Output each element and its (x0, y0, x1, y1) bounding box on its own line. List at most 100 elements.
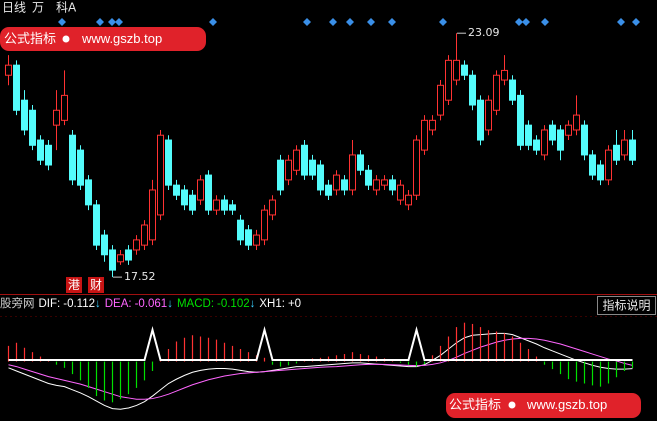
candle-body (77, 149, 84, 186)
indicator-readout: 股旁网 DIF: -0.112↓ DEA: -0.061↓ MACD: -0.102↓ XH1… (0, 296, 301, 310)
readout-value: +0 (288, 298, 301, 310)
candle-body (613, 144, 620, 161)
badge-box (88, 277, 104, 293)
indicator-help-button[interactable] (597, 296, 656, 315)
watermark: 公式指标 www.gszb.top (0, 27, 206, 51)
watermark-dot (62, 35, 70, 43)
readout-name: DEA: (105, 298, 132, 310)
watermark-url: www.gszb.top (526, 397, 607, 412)
candle-body (85, 179, 92, 206)
candle-body (413, 139, 420, 196)
candle-body (149, 189, 156, 241)
candle-body (485, 99, 492, 131)
signal-diamond (515, 18, 523, 26)
candle-body (213, 199, 220, 211)
candle-body (533, 139, 540, 151)
candle-body (221, 199, 228, 211)
watermark-label: 公式指标 (449, 398, 501, 413)
candle-body (493, 74, 500, 111)
candle-body (581, 124, 588, 156)
low-label: 17.52 (124, 270, 156, 283)
candle-body (349, 154, 356, 191)
candle-body (189, 194, 196, 211)
candle-body (101, 234, 108, 256)
candle-body (45, 144, 52, 166)
candle-body (397, 184, 404, 201)
candle-body (61, 94, 68, 121)
candle-body (477, 99, 484, 141)
badge: 港 (68, 278, 80, 292)
candle-body (53, 109, 60, 126)
candle-body (445, 59, 452, 101)
candle-body (261, 209, 268, 241)
candle-body (5, 64, 12, 76)
signal-diamond (522, 18, 530, 26)
candle-body (29, 109, 36, 146)
candle-body (197, 179, 204, 201)
candle-body (141, 224, 148, 246)
candle-body (629, 139, 636, 161)
indicator-line (8, 326, 633, 361)
readout-value: -0.112 (63, 298, 95, 310)
watermark-box (446, 393, 641, 418)
candle-body (165, 139, 172, 186)
candle-body (605, 149, 612, 181)
candle-body (205, 174, 212, 211)
stock-name-part: 科A (56, 1, 77, 15)
candle-body (157, 134, 164, 216)
signal-diamond (388, 18, 396, 26)
signal-diamond (541, 18, 549, 26)
candle-body (341, 179, 348, 191)
candle-body (245, 229, 252, 246)
candle-body (253, 234, 260, 246)
high-label: 23.09 (468, 26, 500, 39)
signal-diamond (329, 18, 337, 26)
signal-diamond (617, 18, 625, 26)
stock-name-part: 万 (32, 1, 44, 15)
candle-body (333, 174, 340, 191)
candle-body (125, 249, 132, 261)
candle-body (549, 124, 556, 141)
candle-body (237, 219, 244, 241)
candle-body (453, 59, 460, 81)
candle-body (285, 159, 292, 181)
candle-body (509, 79, 516, 101)
watermark-url: www.gszb.top (81, 31, 162, 46)
indicator-help-label[interactable]: 指标说明 (602, 298, 650, 313)
readout-name: MACD: (177, 298, 214, 310)
candle-body (461, 64, 468, 76)
readout-name: XH1: (259, 298, 285, 310)
readout-value: -0.061 (135, 298, 168, 310)
candle-body (381, 179, 388, 186)
readout-arrow: ↓ (95, 298, 101, 310)
candle-body (365, 169, 372, 186)
macd-panel: 股旁网 DIF: -0.112↓ DEA: -0.061↓ MACD: -0.102↓ XH1… (0, 296, 634, 410)
candle-body (117, 254, 124, 263)
signal-diamond (439, 18, 447, 26)
readout-arrow: ↓ (250, 298, 256, 310)
watermark: 公式指标 www.gszb.top (446, 393, 641, 418)
signal-diamond (632, 18, 640, 26)
signal-diamond (367, 18, 375, 26)
indicator-line (8, 332, 633, 410)
candle-body (429, 119, 436, 131)
candle-body (389, 179, 396, 191)
readout-name: DIF: (39, 298, 61, 310)
signal-diamond (96, 18, 104, 26)
candle-body (93, 204, 100, 246)
candle-body (517, 94, 524, 146)
candle-body (301, 144, 308, 176)
candle-body (13, 64, 20, 111)
period-label: 日线 (2, 1, 26, 15)
candle-body (325, 184, 332, 196)
candle-body (173, 184, 180, 196)
signal-markers (58, 18, 640, 26)
candle-body (229, 204, 236, 211)
candle-body (437, 84, 444, 116)
candle-body (21, 99, 28, 131)
candle-body (277, 159, 284, 191)
candle-body (557, 129, 564, 151)
signal-diamond (346, 18, 354, 26)
candle-body (621, 139, 628, 156)
